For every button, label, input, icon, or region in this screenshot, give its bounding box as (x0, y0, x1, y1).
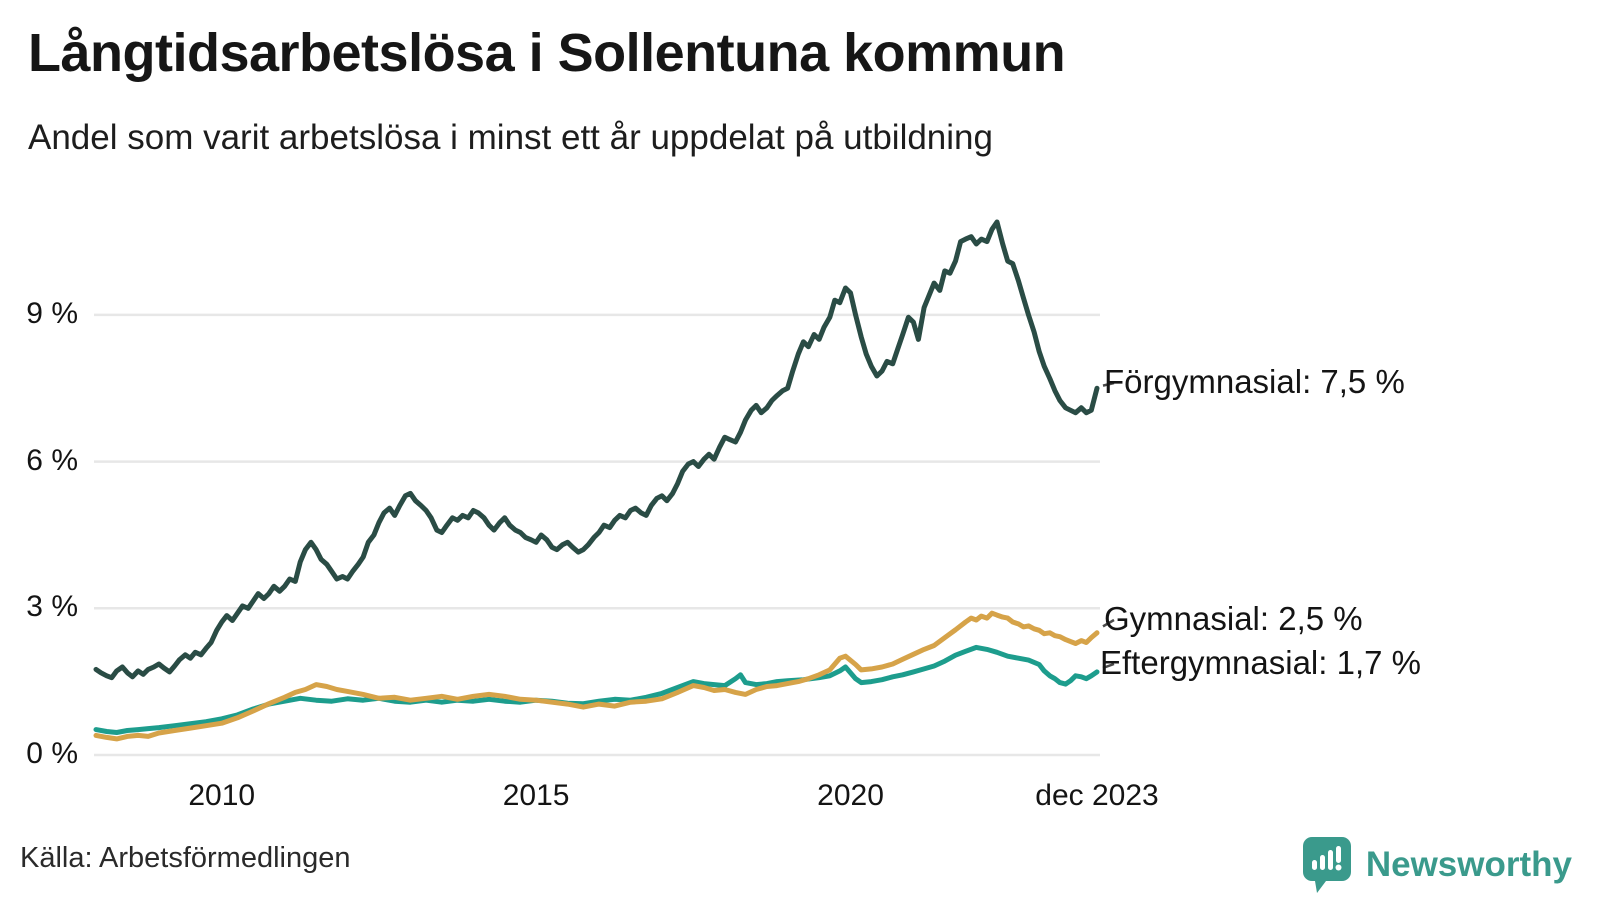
series-label-forgymnasial: Förgymnasial: 7,5 % (1104, 363, 1405, 400)
series-line-förgymnasial (93, 219, 1100, 681)
newsworthy-bubble-icon (1302, 837, 1351, 893)
page-subtitle: Andel som varit arbetslösa i minst ett å… (28, 118, 993, 157)
newsworthy-wordmark: Newsworthy (1365, 845, 1572, 884)
x-tick-label: 2015 (502, 779, 570, 812)
label-connector (1102, 618, 1115, 628)
page-title: Långtidsarbetslösa i Sollentuna kommun (28, 23, 1066, 83)
y-tick-label: 9 % (26, 296, 78, 330)
series-label-gymnasial: Gymnasial: 2,5 % (1104, 600, 1363, 637)
x-tick-label: 2010 (188, 779, 256, 812)
x-tick-label: 2020 (817, 779, 884, 812)
y-tick-label: 3 % (26, 590, 78, 624)
series-line-eftergymnasial (93, 644, 1100, 735)
label-connector (1102, 662, 1115, 670)
x-tick-label: dec 2023 (1035, 779, 1159, 812)
series-line-gymnasial (93, 610, 1100, 742)
series-label-eftergymnasial: Eftergymnasial: 1,7 % (1100, 644, 1421, 681)
label-connector (1102, 381, 1115, 387)
y-tick-label: 0 % (26, 737, 78, 770)
source-note: Källa: Arbetsförmedlingen (20, 842, 351, 874)
y-tick-label: 6 % (26, 443, 78, 477)
newsworthy-logo: Newsworthy (1302, 836, 1572, 894)
